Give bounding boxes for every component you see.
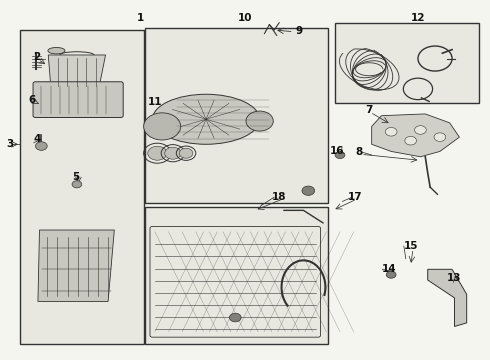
Text: 18: 18	[272, 192, 286, 202]
Circle shape	[144, 113, 181, 140]
Circle shape	[72, 181, 82, 188]
Text: 2: 2	[33, 52, 41, 62]
Circle shape	[385, 127, 397, 136]
Text: 9: 9	[295, 26, 302, 36]
Circle shape	[179, 148, 193, 158]
Circle shape	[229, 313, 241, 322]
Circle shape	[165, 147, 181, 159]
FancyBboxPatch shape	[145, 207, 328, 344]
Text: 14: 14	[381, 264, 396, 274]
Text: 11: 11	[147, 97, 162, 107]
Circle shape	[302, 186, 315, 195]
FancyBboxPatch shape	[20, 30, 144, 344]
FancyBboxPatch shape	[335, 23, 479, 103]
Text: 13: 13	[447, 273, 462, 283]
Text: 4: 4	[33, 134, 41, 144]
Text: 6: 6	[28, 95, 36, 105]
Polygon shape	[372, 114, 460, 157]
Text: 1: 1	[137, 13, 144, 23]
Polygon shape	[48, 55, 105, 89]
FancyBboxPatch shape	[145, 28, 328, 203]
Circle shape	[335, 152, 345, 158]
Circle shape	[35, 142, 47, 150]
Text: 12: 12	[411, 13, 425, 23]
Text: 8: 8	[355, 147, 362, 157]
Text: 5: 5	[73, 172, 79, 182]
Circle shape	[386, 271, 396, 278]
Circle shape	[405, 136, 416, 145]
Text: 16: 16	[329, 147, 344, 157]
Ellipse shape	[152, 94, 260, 144]
Circle shape	[434, 133, 446, 141]
Polygon shape	[428, 269, 466, 327]
Text: 17: 17	[348, 192, 363, 202]
Text: 3: 3	[6, 139, 14, 149]
Polygon shape	[38, 230, 114, 301]
Circle shape	[148, 146, 167, 160]
Text: 15: 15	[403, 241, 418, 251]
Text: 7: 7	[366, 105, 373, 114]
Text: 10: 10	[238, 13, 252, 23]
Circle shape	[415, 126, 426, 134]
FancyBboxPatch shape	[33, 82, 123, 117]
Circle shape	[246, 111, 273, 131]
Ellipse shape	[48, 48, 65, 54]
